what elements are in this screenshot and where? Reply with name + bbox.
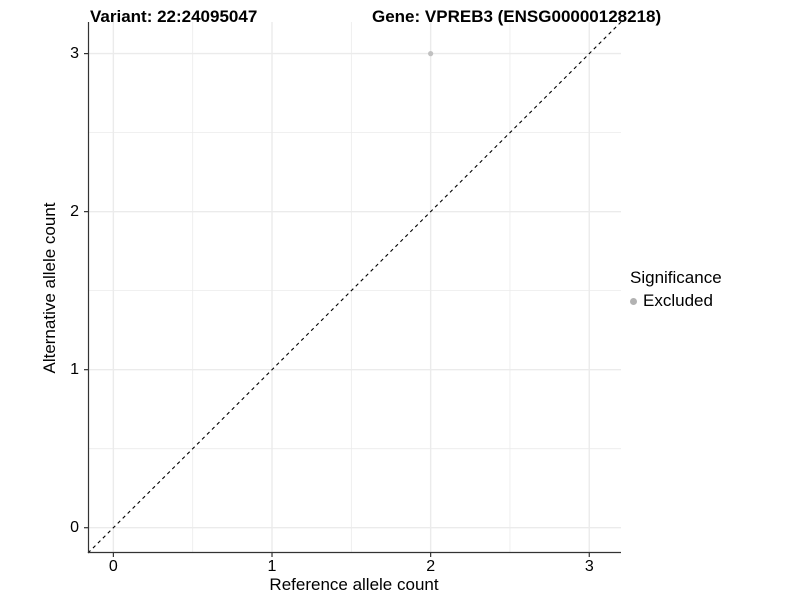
legend-item-excluded: Excluded (630, 291, 722, 311)
gene-title: Gene: VPREB3 (ENSG00000128218) (372, 7, 662, 26)
identity-dashed-line (87, 21, 622, 554)
y-axis-title: Alternative allele count (40, 202, 59, 374)
x-tick-label: 1 (267, 558, 277, 575)
y-tick-label: 2 (70, 202, 79, 220)
plot-canvas (84, 21, 622, 557)
data-point-excluded (428, 51, 434, 57)
legend-title: Significance (630, 268, 722, 287)
y-tick-label: 1 (70, 360, 79, 378)
excluded-point-icon (630, 297, 637, 305)
legend-item-label: Excluded (643, 291, 713, 310)
variant-title: Variant: 22:24095047 (90, 7, 258, 26)
plot-panel (84, 21, 622, 557)
x-tick-label: 3 (584, 558, 594, 575)
x-axis-title: Reference allele count (269, 575, 439, 594)
x-tick-label: 0 (108, 558, 118, 575)
y-tick-label: 0 (70, 518, 79, 536)
y-tick-label: 3 (70, 44, 79, 62)
legend: Significance Excluded (630, 268, 722, 311)
x-tick-label: 2 (426, 558, 436, 575)
